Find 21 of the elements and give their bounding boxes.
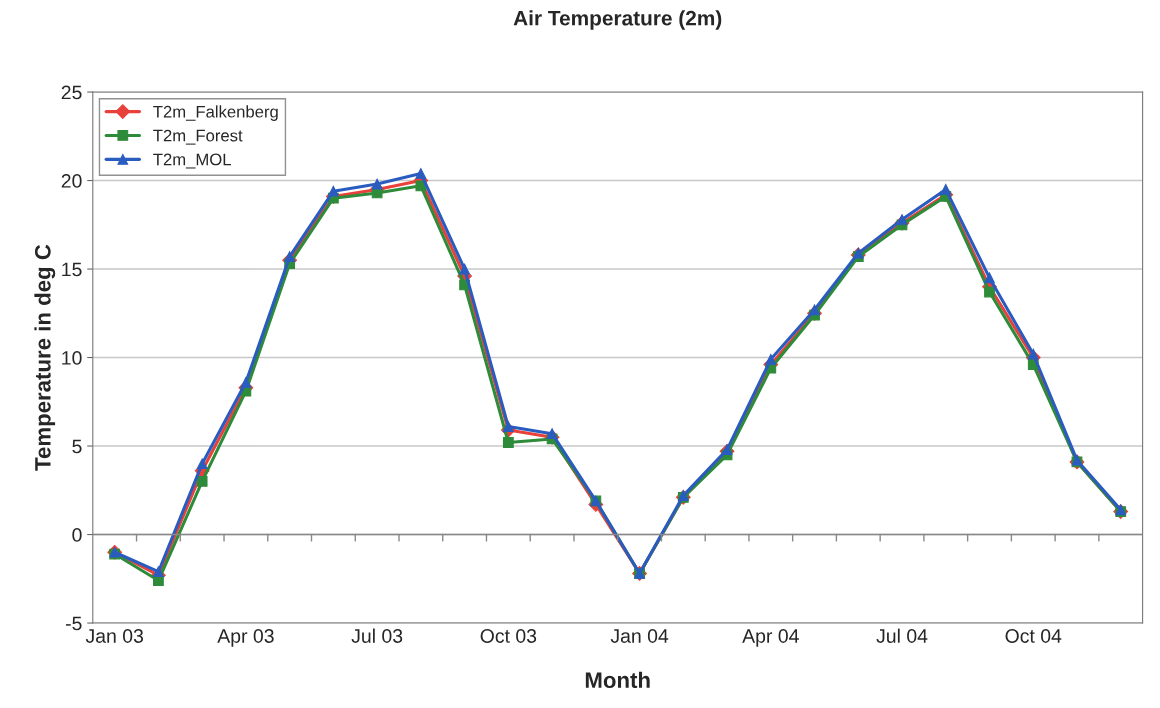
x-tick-label: Apr 03 — [217, 629, 274, 647]
x-tick-label: Apr 04 — [742, 629, 799, 647]
y-axis-title: Temperature in deg C — [34, 244, 56, 471]
x-tick-label: Jan 04 — [610, 629, 669, 643]
legend-label: T2m_MOL — [153, 153, 231, 169]
x-tick-label: Oct 04 — [1005, 629, 1062, 643]
y-tick-label: 10 — [62, 351, 82, 365]
y-tick-label: 0 — [72, 528, 82, 542]
chart-title: Air Temperature (2m) — [513, 10, 722, 30]
y-tick-label: 15 — [62, 262, 82, 277]
y-tick-label: 20 — [61, 174, 82, 188]
x-tick-label: Jan 03 — [85, 629, 144, 643]
y-tick-label: -5 — [65, 616, 82, 631]
x-axis-title: Month — [585, 671, 650, 689]
x-tick-label: Oct 03 — [480, 629, 537, 643]
y-tick-label: 5 — [72, 439, 82, 454]
legend-label: T2m_Falkenberg — [153, 105, 278, 121]
x-tick-label: Jul 04 — [876, 628, 928, 643]
x-tick-label: Jul 03 — [351, 628, 403, 643]
y-tick-label: 25 — [61, 85, 82, 100]
legend-label: T2m_Forest — [153, 129, 243, 145]
